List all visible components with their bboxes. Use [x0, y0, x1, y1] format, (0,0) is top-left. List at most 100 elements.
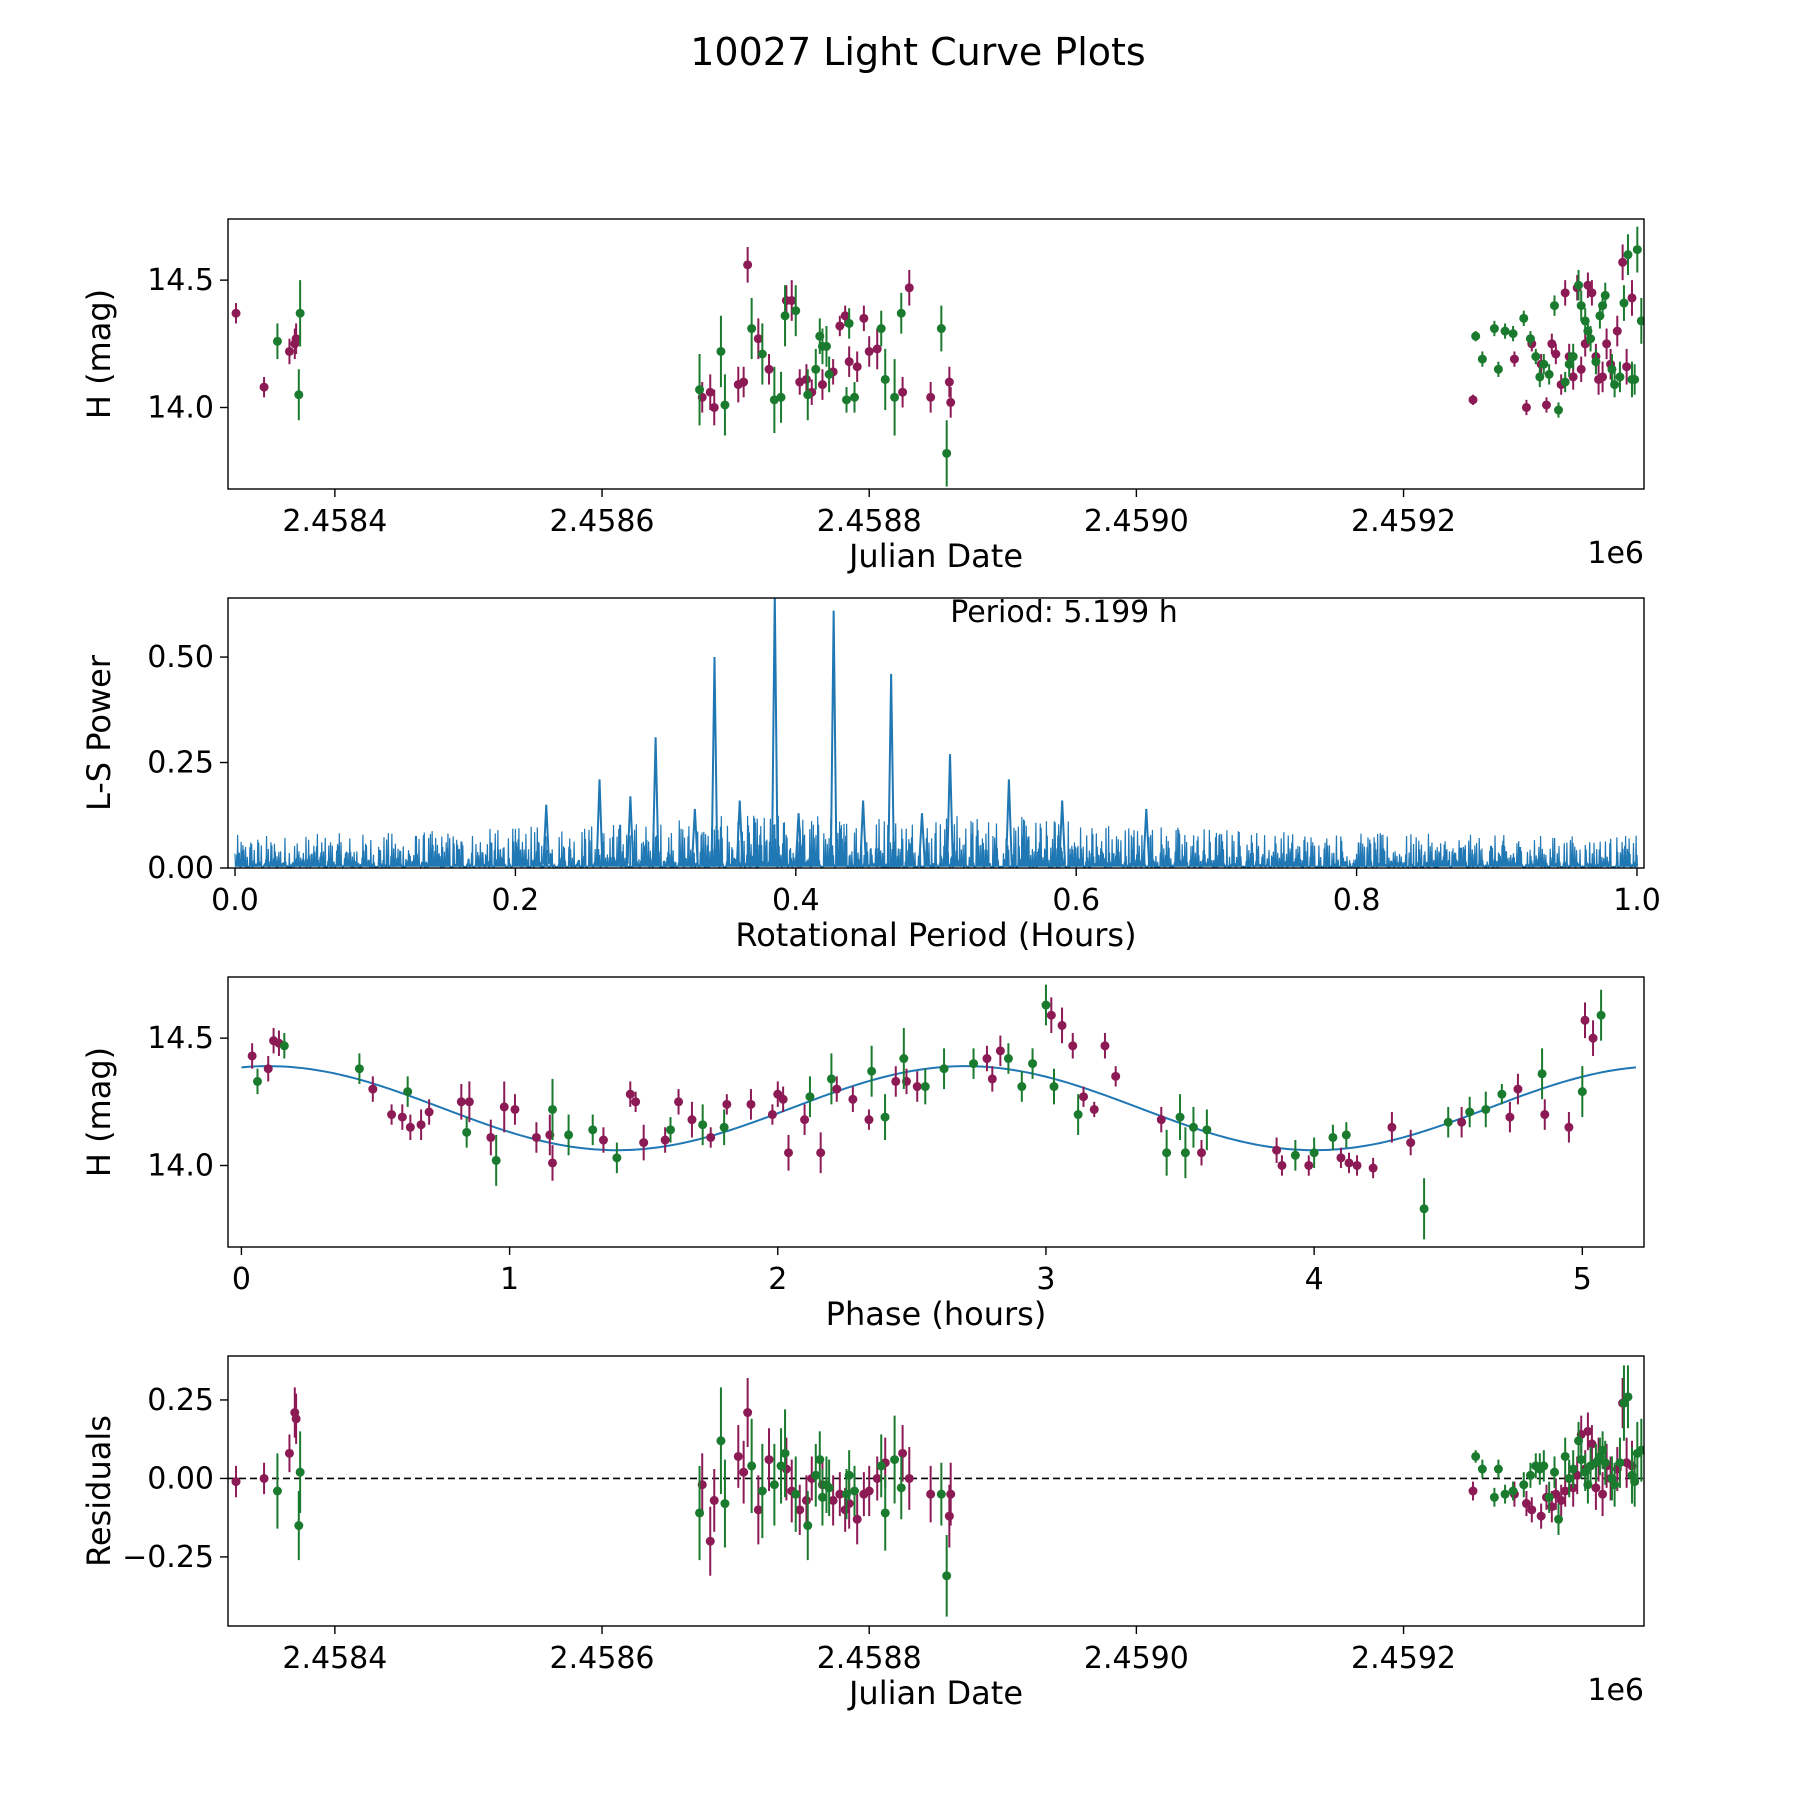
data-point [987, 1074, 997, 1084]
data-point [1600, 290, 1610, 300]
data-point [1549, 301, 1559, 311]
data-point [791, 1489, 801, 1499]
x-tick-label: 1.0 [1613, 883, 1661, 918]
data-point [1576, 1455, 1586, 1465]
data-point [1527, 1505, 1537, 1515]
data-point [898, 1448, 908, 1458]
panels: 2.4584 2.4586 2.4588 2.4590 2.4592 14.0 14.5 Ju… [80, 218, 1661, 1712]
x-axis-label: Phase (hours) [826, 1295, 1047, 1333]
data-point [499, 1102, 509, 1112]
figure-title: 10027 Light Curve Plots [690, 30, 1145, 74]
data-point [720, 1499, 730, 1509]
data-point [780, 311, 790, 321]
data-point [531, 1132, 541, 1142]
data-point [926, 1489, 936, 1499]
data-point [1277, 1160, 1287, 1170]
data-point [733, 1451, 743, 1461]
data-point [817, 1492, 827, 1502]
data-point [674, 1097, 684, 1107]
data-point [625, 1089, 635, 1099]
data-point [867, 1066, 877, 1076]
x-tick-label: 2.4590 [1084, 1641, 1189, 1676]
data-point [1568, 372, 1578, 382]
data-point [1564, 1122, 1574, 1132]
data-point [705, 387, 715, 397]
data-point [456, 1097, 466, 1107]
data-point [1477, 354, 1487, 364]
data-point [706, 1132, 716, 1142]
power-peak [918, 813, 926, 864]
data-point [1457, 1117, 1467, 1127]
data-point [612, 1153, 622, 1163]
data-point [1541, 400, 1551, 410]
data-point [811, 364, 821, 374]
data-point [1583, 1426, 1593, 1436]
periodogram-panel: 0.0 0.2 0.4 0.6 0.8 1.0 0.00 0.25 0.50 Rotational… [80, 595, 1661, 954]
data-point [753, 1505, 763, 1515]
data-point [1554, 405, 1564, 415]
data-point [397, 1112, 407, 1122]
data-point [1309, 1148, 1319, 1158]
series_b-points [272, 226, 1644, 487]
y-tick-label: 0.00 [147, 851, 214, 886]
data-point [769, 1480, 779, 1490]
data-point [890, 392, 900, 402]
data-point [1471, 1451, 1481, 1461]
power-peak [946, 754, 954, 864]
data-point [291, 1414, 301, 1424]
data-point [1630, 374, 1640, 384]
data-point [815, 1455, 825, 1465]
data-point [824, 1483, 834, 1493]
data-point [1539, 359, 1549, 369]
period-annotation: Period: 5.199 h [950, 595, 1178, 630]
power-noise-line [234, 815, 1639, 868]
data-point [841, 395, 851, 405]
y-axis-label: L-S Power [80, 654, 118, 811]
data-point [564, 1130, 574, 1140]
data-point [1497, 1089, 1507, 1099]
x-tick-label: 5 [1573, 1262, 1592, 1297]
periodogram-plot-area [234, 598, 1639, 868]
data-point [548, 1104, 557, 1114]
data-point [816, 1148, 826, 1158]
data-point [739, 377, 749, 387]
data-point [801, 374, 811, 384]
data-point [1636, 1445, 1644, 1455]
y-tick-label: 14.0 [147, 1148, 214, 1183]
data-point [880, 374, 890, 384]
data-point [1341, 1130, 1351, 1140]
data-point [1525, 1470, 1535, 1480]
x-tick-label: 3 [1036, 1262, 1055, 1297]
data-point [1156, 1115, 1166, 1125]
data-point [896, 308, 906, 318]
data-point [1089, 1104, 1099, 1114]
data-point [486, 1132, 496, 1142]
x-tick-label: 2.4588 [817, 1641, 922, 1676]
data-point [253, 1076, 262, 1086]
data-point [272, 1486, 282, 1496]
data-point [904, 1473, 914, 1483]
data-point [368, 1084, 378, 1094]
data-point [1544, 1492, 1554, 1502]
data-point [743, 260, 753, 270]
data-point [1419, 1204, 1429, 1214]
data-point [1560, 377, 1570, 387]
data-point [598, 1135, 608, 1145]
data-point [844, 1470, 854, 1480]
y-axis-label: H (mag) [80, 289, 118, 419]
data-point [1068, 1041, 1078, 1051]
data-point [880, 1112, 890, 1122]
data-point [1197, 1148, 1206, 1158]
data-point [1477, 1464, 1487, 1474]
power-peak [626, 796, 635, 864]
data-point [876, 1461, 886, 1471]
data-point [787, 296, 797, 306]
data-point [1586, 334, 1596, 344]
y-tick-label: 0.25 [147, 1383, 214, 1418]
data-point [695, 385, 705, 395]
data-point [995, 1046, 1005, 1056]
data-point [1521, 402, 1531, 412]
data-point [1632, 245, 1642, 255]
data-point [1627, 293, 1637, 303]
data-point [1202, 1125, 1212, 1135]
